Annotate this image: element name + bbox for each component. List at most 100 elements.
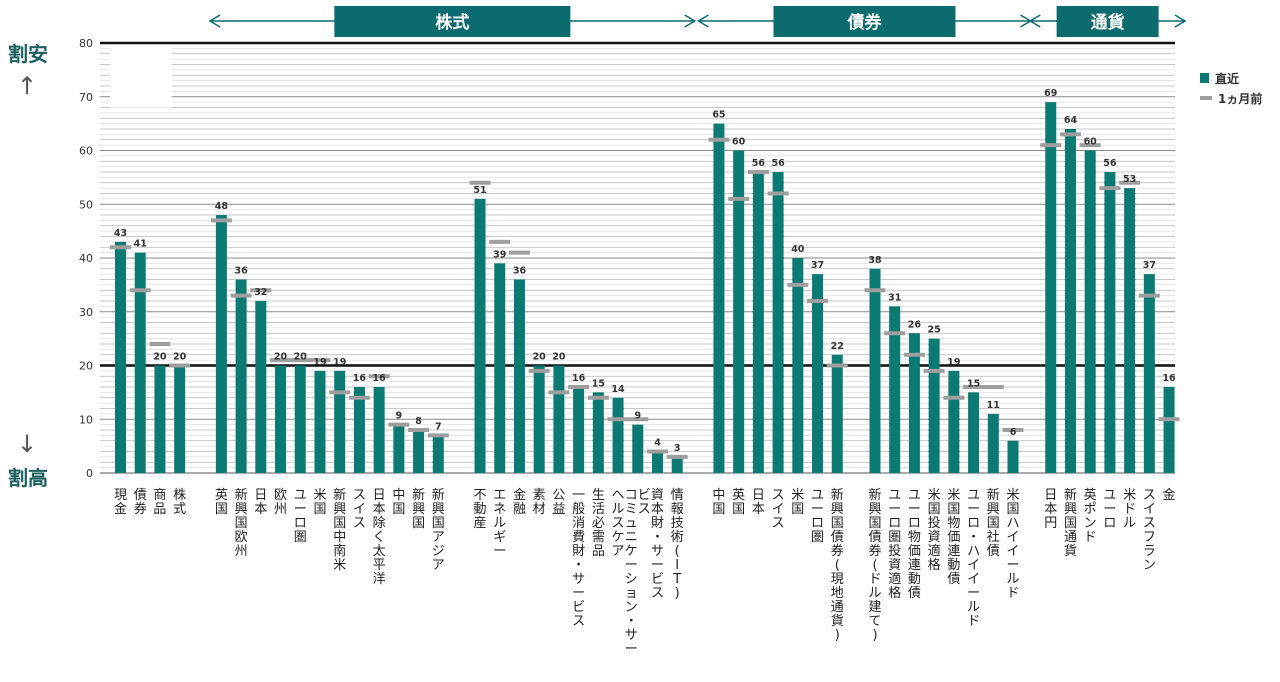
svg-text:ハ: ハ — [1007, 516, 1020, 531]
svg-text:社: 社 — [987, 529, 1000, 545]
month-ago-marker — [149, 342, 171, 346]
svg-text:く: く — [373, 530, 386, 545]
month-ago-marker — [647, 449, 668, 454]
month-ago-marker — [250, 288, 272, 293]
data-label: 8 — [415, 416, 422, 427]
svg-text:ド: ド — [1084, 530, 1097, 545]
bar — [948, 370, 960, 473]
svg-text:ー: ー — [967, 586, 980, 601]
svg-text:本: 本 — [651, 502, 664, 517]
bar — [255, 301, 267, 473]
category-label: 商品 — [153, 488, 166, 517]
svg-text:ギ: ギ — [493, 530, 506, 545]
up-arrow-icon: ↑ — [17, 72, 38, 100]
svg-text:新: 新 — [987, 487, 1000, 503]
data-label: 11 — [987, 400, 1000, 411]
month-ago-marker — [1158, 417, 1180, 422]
category-label: 株式 — [173, 488, 186, 517]
bar — [314, 370, 326, 473]
svg-text:日: 日 — [254, 488, 267, 503]
month-ago-marker — [1138, 293, 1160, 298]
svg-text:国: 国 — [432, 516, 445, 531]
month-ago-marker — [427, 433, 449, 438]
svg-text:本: 本 — [1044, 502, 1057, 517]
down-arrow-icon: ↓ — [17, 430, 38, 458]
svg-text:ュ: ュ — [625, 516, 638, 531]
svg-text:債: 債 — [134, 488, 147, 503]
category-label: ユーロ — [1103, 488, 1116, 531]
month-ago-marker — [1119, 180, 1141, 185]
data-label: 56 — [1103, 158, 1117, 169]
svg-text:術: 術 — [671, 530, 684, 545]
month-ago-marker — [508, 250, 530, 255]
data-label: 41 — [134, 239, 147, 250]
svg-text:イ: イ — [772, 502, 785, 517]
svg-text:ス: ス — [353, 516, 366, 531]
svg-text:融: 融 — [513, 502, 526, 517]
svg-text:除: 除 — [373, 516, 386, 531]
svg-text:日: 日 — [752, 488, 765, 503]
svg-text:通: 通 — [1064, 530, 1077, 545]
svg-text:ル: ル — [1007, 572, 1020, 587]
data-label: 15 — [967, 378, 980, 389]
svg-text:物: 物 — [947, 516, 960, 531]
svg-text:商: 商 — [153, 488, 166, 503]
bar — [1163, 387, 1175, 473]
data-label: 60 — [1084, 137, 1098, 148]
data-label: 20 — [153, 352, 167, 363]
svg-text:国: 国 — [987, 516, 1000, 531]
svg-text:ン: ン — [1084, 516, 1097, 531]
data-label: 25 — [928, 325, 941, 336]
month-ago-marker — [230, 293, 252, 298]
svg-text:ア: ア — [432, 558, 445, 573]
svg-text:圏: 圏 — [888, 530, 901, 545]
svg-text:国: 国 — [1064, 516, 1077, 531]
data-label: 20 — [173, 352, 187, 363]
svg-text:生: 生 — [592, 488, 605, 503]
month-ago-marker — [708, 137, 730, 142]
month-ago-marker — [489, 239, 511, 244]
svg-text:ロ: ロ — [888, 516, 901, 531]
svg-text:債: 債 — [947, 572, 960, 587]
month-ago-marker — [864, 288, 886, 293]
data-label: 9 — [634, 411, 641, 422]
bar — [1064, 129, 1076, 473]
svg-text:連: 連 — [908, 558, 921, 573]
svg-text:ケ: ケ — [625, 544, 638, 559]
svg-text:技: 技 — [671, 516, 684, 531]
svg-text:日: 日 — [1044, 488, 1057, 503]
month-ago-marker — [368, 374, 390, 379]
bar — [772, 172, 784, 473]
svg-text:ー: ー — [1103, 502, 1116, 517]
svg-text:ル: ル — [868, 586, 881, 601]
data-label: 19 — [313, 357, 326, 368]
data-label: 48 — [215, 201, 229, 212]
svg-text:ネ: ネ — [493, 502, 506, 517]
svg-text:フ: フ — [1143, 530, 1156, 545]
svg-text:ー: ー — [1007, 558, 1020, 573]
bar — [1084, 150, 1096, 473]
data-label: 37 — [1143, 260, 1156, 271]
month-ago-marker — [548, 390, 570, 395]
svg-text:動: 動 — [474, 502, 487, 517]
bar — [334, 370, 346, 473]
svg-text:て: て — [868, 614, 881, 629]
data-label: 6 — [1010, 427, 1017, 438]
svg-text:適: 適 — [928, 543, 941, 559]
svg-text:I: I — [675, 558, 679, 573]
data-label: 38 — [868, 255, 882, 266]
svg-text:中: 中 — [392, 488, 405, 503]
month-ago-marker — [728, 196, 750, 201]
svg-text:新: 新 — [333, 487, 346, 503]
svg-text:資: 資 — [651, 488, 664, 503]
